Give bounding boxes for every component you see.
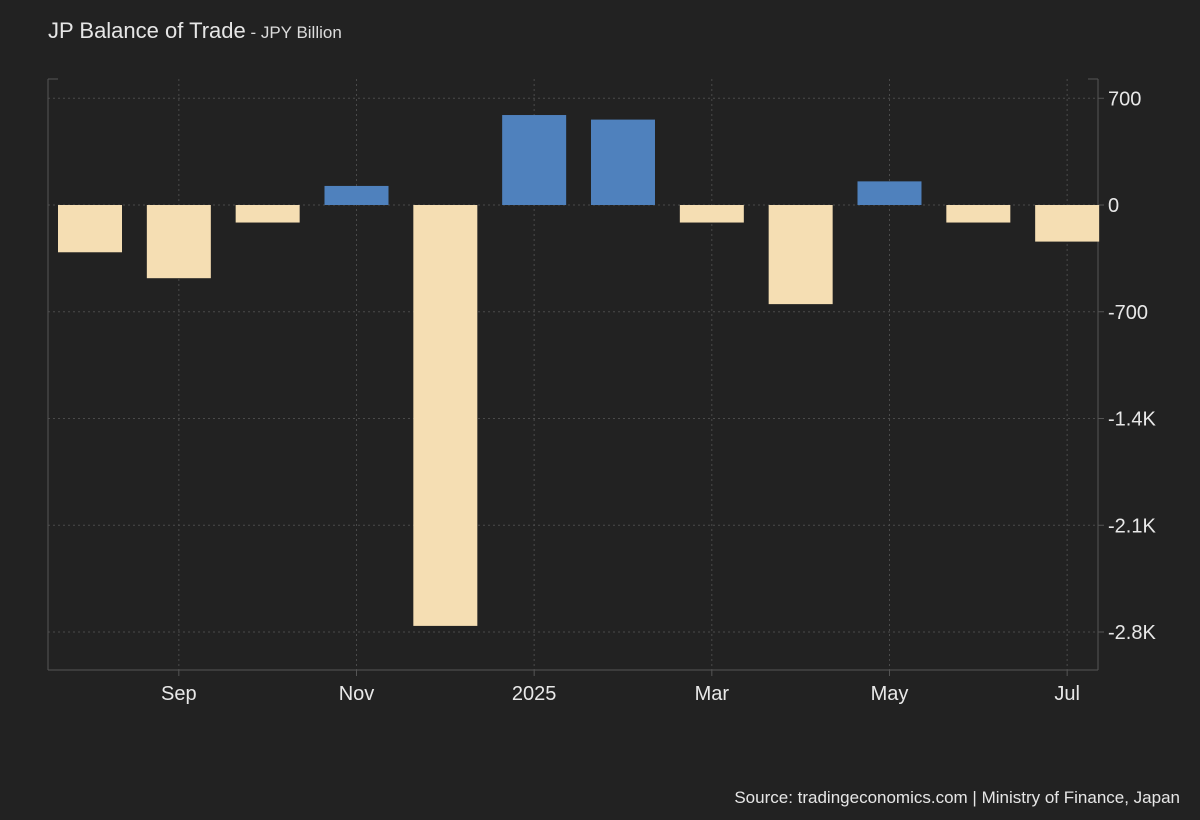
- y-tick-label: -1.4K: [1108, 409, 1156, 431]
- bar-2024-09: [146, 205, 211, 279]
- title-separator: -: [245, 23, 261, 42]
- x-tick-label: Sep: [161, 683, 197, 705]
- x-tick-label: Nov: [339, 683, 375, 705]
- bar-2025-02: [590, 119, 655, 205]
- bar-2025-01: [502, 115, 567, 205]
- x-tick-label: Mar: [695, 683, 730, 705]
- x-tick-label: Jul: [1054, 683, 1080, 705]
- bar-2024-11: [324, 185, 389, 205]
- bar-2025-03: [679, 205, 744, 223]
- y-tick-label: 0: [1108, 195, 1119, 217]
- bar-2025-04: [768, 205, 833, 305]
- y-tick-label: -700: [1108, 302, 1148, 324]
- y-tick-label: -2.1K: [1108, 515, 1156, 537]
- source-note: Source: tradingeconomics.com | Ministry …: [734, 788, 1180, 807]
- bar-2024-10: [235, 205, 300, 223]
- chart-subtitle: JPY Billion: [260, 23, 342, 42]
- x-tick-label: 2025: [512, 683, 557, 705]
- y-tick-label: 700: [1108, 88, 1141, 110]
- chart-title: JP Balance of Trade - JPY Billion: [48, 18, 342, 44]
- bar-2024-08: [58, 205, 122, 253]
- x-tick-label: May: [871, 683, 909, 705]
- y-tick-label: -2.8K: [1108, 622, 1156, 644]
- bar-2024-12: [413, 205, 478, 626]
- bar-2025-06: [946, 205, 1011, 223]
- bar-2025-07: [1035, 205, 1100, 242]
- chart-title-text: JP Balance of Trade: [48, 18, 246, 43]
- bar-2025-05: [857, 181, 922, 205]
